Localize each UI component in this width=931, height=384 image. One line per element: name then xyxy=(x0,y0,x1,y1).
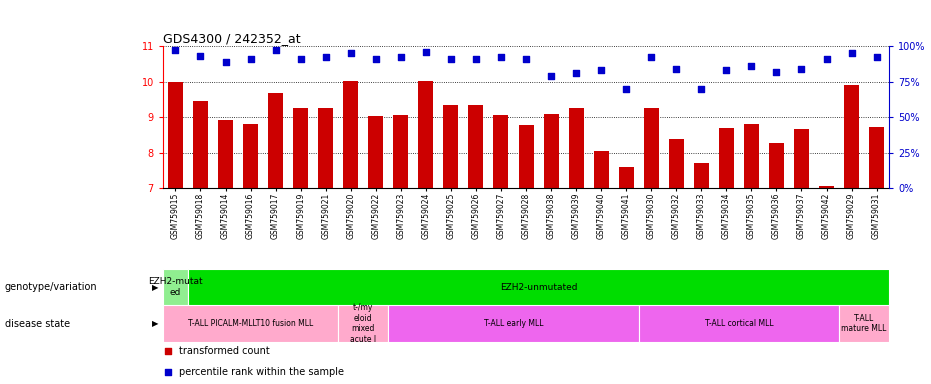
Bar xyxy=(694,162,708,188)
Point xyxy=(161,369,176,376)
Bar xyxy=(744,124,759,188)
Bar xyxy=(318,108,333,188)
Bar xyxy=(193,101,208,188)
Bar xyxy=(719,129,734,188)
Point xyxy=(544,73,559,79)
Bar xyxy=(338,305,388,342)
Bar xyxy=(293,108,308,188)
Point xyxy=(519,56,533,62)
Bar xyxy=(643,108,659,188)
Bar xyxy=(163,305,338,342)
Bar xyxy=(218,120,233,188)
Point xyxy=(193,53,208,59)
Bar xyxy=(369,116,384,188)
Bar xyxy=(163,269,188,305)
Bar xyxy=(639,305,839,342)
Bar xyxy=(493,115,508,188)
Bar xyxy=(544,114,559,188)
Text: EZH2-mutat
ed: EZH2-mutat ed xyxy=(148,277,203,297)
Bar xyxy=(869,127,884,188)
Point xyxy=(344,50,358,56)
Bar xyxy=(388,305,639,342)
Point xyxy=(819,56,834,62)
Text: GDS4300 / 242352_at: GDS4300 / 242352_at xyxy=(163,32,301,45)
Point xyxy=(643,55,658,61)
Point xyxy=(268,47,283,53)
Bar xyxy=(819,186,834,188)
Point xyxy=(744,63,759,69)
Bar xyxy=(769,143,784,188)
Text: ▶: ▶ xyxy=(152,283,158,291)
Bar xyxy=(619,167,634,188)
Text: percentile rank within the sample: percentile rank within the sample xyxy=(180,367,344,377)
Text: T-ALL PICALM-MLLT10 fusion MLL: T-ALL PICALM-MLLT10 fusion MLL xyxy=(188,319,313,328)
Point xyxy=(870,55,884,61)
Text: ▶: ▶ xyxy=(152,319,158,328)
Bar xyxy=(468,105,483,188)
Text: EZH2-unmutated: EZH2-unmutated xyxy=(500,283,577,291)
Point xyxy=(418,49,433,55)
Text: genotype/variation: genotype/variation xyxy=(5,282,97,292)
Bar xyxy=(393,115,409,188)
Bar xyxy=(344,81,358,188)
Point xyxy=(769,69,784,75)
Bar xyxy=(839,305,889,342)
Point xyxy=(719,67,734,73)
Bar xyxy=(594,151,609,188)
Text: disease state: disease state xyxy=(5,318,70,329)
Text: T-ALL cortical MLL: T-ALL cortical MLL xyxy=(705,319,773,328)
Point xyxy=(369,56,384,62)
Point xyxy=(443,56,458,62)
Bar xyxy=(443,105,458,188)
Point xyxy=(168,47,182,53)
Text: T-ALL
mature MLL: T-ALL mature MLL xyxy=(842,314,886,333)
Bar xyxy=(268,93,283,188)
Text: T-ALL early MLL: T-ALL early MLL xyxy=(484,319,544,328)
Point xyxy=(394,55,409,61)
Bar xyxy=(668,139,683,188)
Point xyxy=(794,66,809,72)
Bar xyxy=(243,124,258,188)
Point xyxy=(694,86,708,92)
Point xyxy=(218,59,233,65)
Bar xyxy=(168,82,183,188)
Point xyxy=(293,56,308,62)
Bar xyxy=(569,108,584,188)
Point xyxy=(161,348,176,354)
Point xyxy=(569,70,584,76)
Bar xyxy=(519,125,533,188)
Bar xyxy=(418,81,433,188)
Point xyxy=(594,67,609,73)
Point xyxy=(844,50,859,56)
Bar xyxy=(844,85,859,188)
Text: transformed count: transformed count xyxy=(180,346,270,356)
Point xyxy=(668,66,683,72)
Point xyxy=(619,86,634,92)
Point xyxy=(493,55,508,61)
Point xyxy=(318,55,333,61)
Point xyxy=(468,56,483,62)
Point xyxy=(243,56,258,62)
Bar xyxy=(794,129,809,188)
Text: t-/my
eloid
mixed
acute l: t-/my eloid mixed acute l xyxy=(350,303,376,344)
